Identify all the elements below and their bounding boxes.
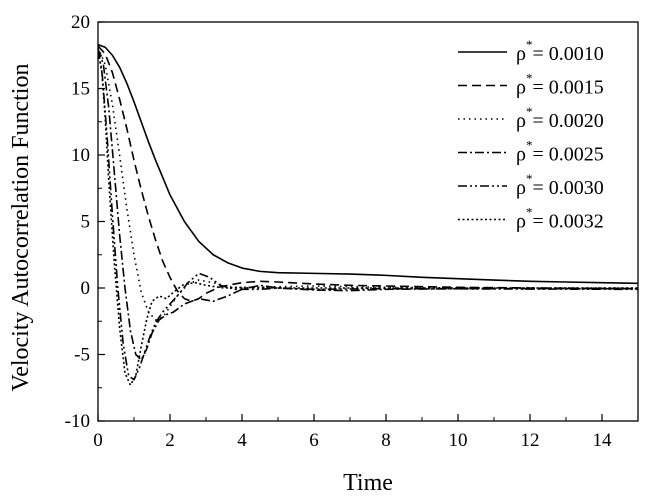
y-tick-label: 10 <box>71 145 90 166</box>
series-line-5 <box>98 49 638 381</box>
x-tick-label: 0 <box>93 430 103 451</box>
x-tick-label: 10 <box>449 430 468 451</box>
legend-item-1: ρ*= 0.0010 <box>458 37 604 65</box>
x-tick-label: 8 <box>381 430 391 451</box>
y-tick-label: 0 <box>81 278 91 299</box>
y-tick-label: 15 <box>71 79 90 100</box>
legend-label: ρ*= 0.0030 <box>516 171 604 199</box>
series-line-1 <box>98 43 638 285</box>
x-axis-title: Time <box>343 470 393 496</box>
series-line-2 <box>98 45 638 303</box>
legend-label: ρ*= 0.0020 <box>516 104 604 132</box>
legend-label: ρ*= 0.0010 <box>516 37 604 65</box>
ticks-layer: 0 2 4 6 8 10 12 14 -10 -5 0 5 10 15 20 <box>65 12 612 451</box>
y-tick-label: -5 <box>74 345 90 366</box>
y-axis-title: Velocity Autocorrelation Function <box>8 64 34 392</box>
legend-item-6: ρ*= 0.0032 <box>458 205 604 233</box>
legend-item-4: ρ*= 0.0025 <box>458 138 604 166</box>
legend: ρ*= 0.0010 ρ*= 0.0015 ρ*= 0.0020 ρ*= 0.0025… <box>458 37 604 233</box>
legend-label: ρ*= 0.0032 <box>516 205 604 233</box>
x-tick-label: 4 <box>237 430 247 451</box>
x-tick-label: 2 <box>165 430 175 451</box>
x-tick-label: 6 <box>309 430 319 451</box>
legend-label: ρ*= 0.0015 <box>516 71 604 99</box>
legend-item-5: ρ*= 0.0030 <box>458 171 604 199</box>
y-tick-label: -10 <box>65 411 90 432</box>
x-tick-label: 14 <box>593 430 613 451</box>
y-tick-label: 20 <box>71 12 90 33</box>
y-tick-label: 5 <box>81 212 91 233</box>
legend-label: ρ*= 0.0025 <box>516 138 604 166</box>
x-tick-label: 12 <box>521 430 540 451</box>
legend-item-3: ρ*= 0.0020 <box>458 104 604 132</box>
series-line-3 <box>98 46 638 321</box>
legend-item-2: ρ*= 0.0015 <box>458 71 604 99</box>
series-layer <box>98 43 638 386</box>
